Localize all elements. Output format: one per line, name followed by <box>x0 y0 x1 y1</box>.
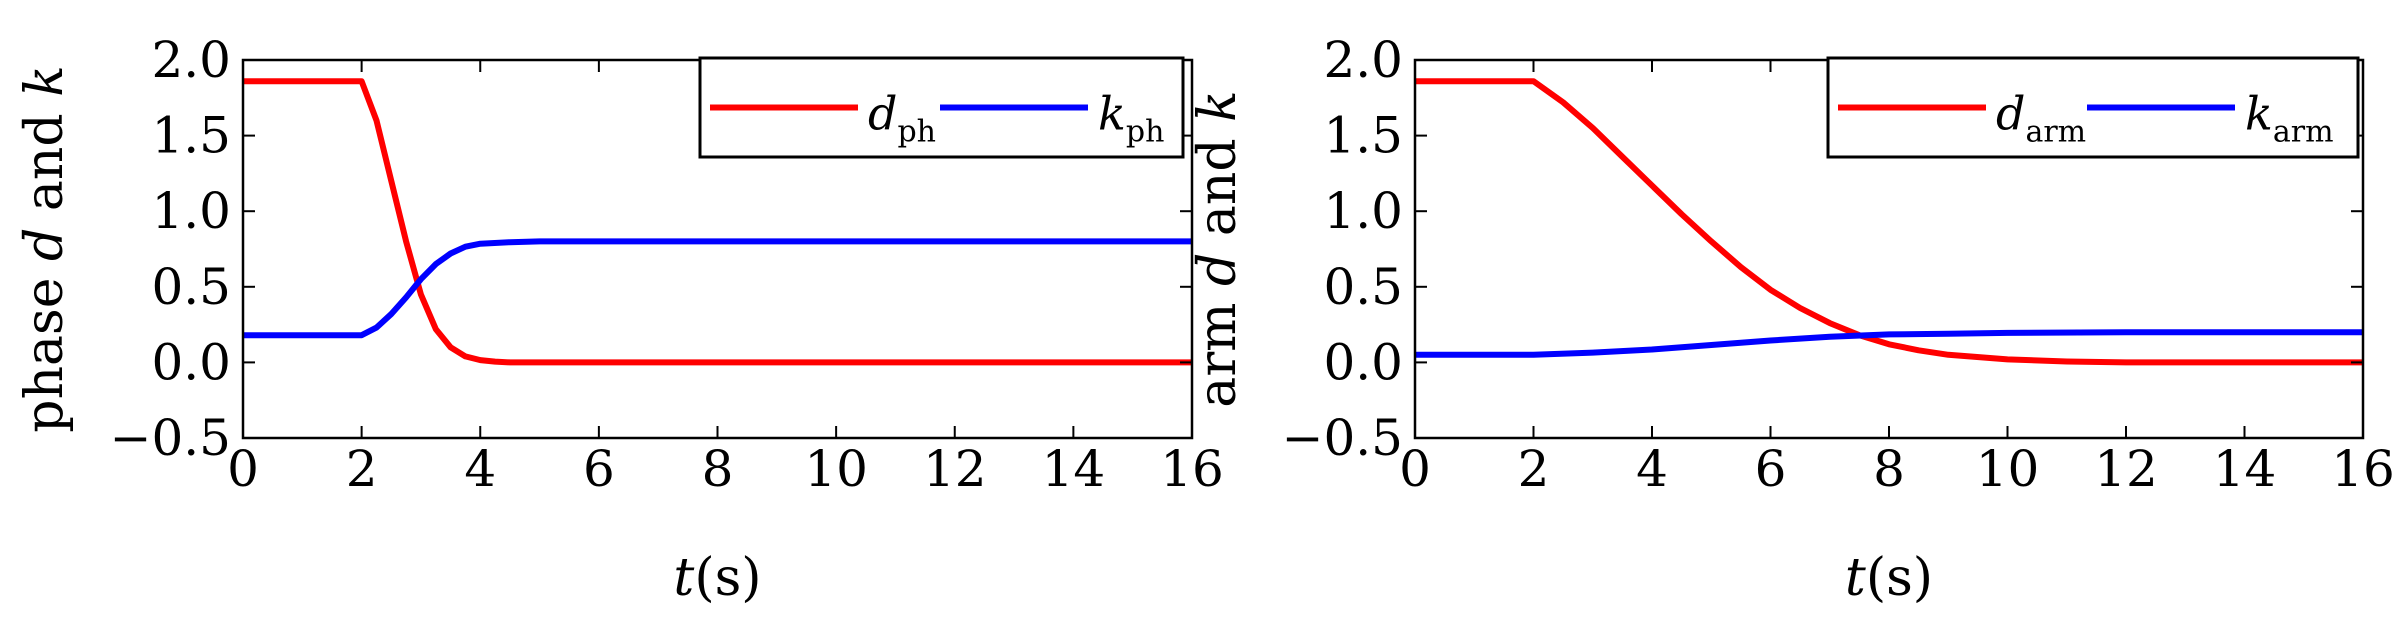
legend: darm karm <box>1826 56 2360 159</box>
x-tick-label: 10 <box>804 440 868 498</box>
x-tick-label: 16 <box>2331 440 2395 498</box>
x-tick-label: 8 <box>1873 440 1905 498</box>
x-tick-label: 16 <box>1160 440 1224 498</box>
y-tick-label: 2.0 <box>1323 31 1403 89</box>
chart-panel-2: 0 2 4 6 8 10 12 14 16 −0.5 0.0 0.5 1.0 1.5 2.0 t(s) arm … <box>1188 31 2395 608</box>
legend-label: darm <box>1996 87 2086 150</box>
x-tick-label: 8 <box>702 440 734 498</box>
x-tick-label: 0 <box>1399 440 1431 498</box>
series-line-k-ph <box>243 238 1192 339</box>
legend-label: dph <box>868 87 936 150</box>
legend: dph kph <box>698 56 1185 159</box>
y-tick-label: 0.0 <box>151 333 231 391</box>
y-tick-label: 1.0 <box>1323 182 1403 240</box>
y-tick-label: 1.0 <box>151 182 231 240</box>
y-tick-label: −0.5 <box>110 409 231 467</box>
x-tick-label: 14 <box>1042 440 1106 498</box>
y-tick-label: −0.5 <box>1282 409 1403 467</box>
x-tick-label: 4 <box>1636 440 1668 498</box>
y-tick-label: 2.0 <box>151 31 231 89</box>
y-tick-label: 1.5 <box>151 107 231 165</box>
chart-panel-1: 0 2 4 6 8 10 12 14 16 −0.5 0.0 0.5 1.0 1.5 2.0 t(s) phas… <box>15 31 1224 608</box>
x-tick-label: 12 <box>923 440 987 498</box>
y-tick-label: 0.5 <box>1323 258 1403 316</box>
x-tick-label: 4 <box>464 440 496 498</box>
y-tick-label: 0.0 <box>1323 333 1403 391</box>
series-line-k-arm <box>1415 329 2363 358</box>
x-tick-label: 2 <box>1518 440 1550 498</box>
series-line-d-ph <box>243 78 1192 366</box>
x-tick-label: 12 <box>2094 440 2158 498</box>
x-tick-label: 6 <box>583 440 615 498</box>
x-tick-label: 6 <box>1755 440 1787 498</box>
legend-label: karm <box>2245 87 2334 150</box>
legend-label: kph <box>1098 87 1164 150</box>
y-tick-label: 1.5 <box>1323 107 1403 165</box>
x-axis-title: t(s) <box>1845 548 1933 608</box>
x-tick-label: 14 <box>2213 440 2277 498</box>
y-axis-title: arm d and k <box>1188 90 1248 407</box>
x-tick-label: 10 <box>1976 440 2040 498</box>
x-axis-title: t(s) <box>673 548 761 608</box>
x-tick-label: 2 <box>346 440 378 498</box>
y-tick-label: 0.5 <box>151 258 231 316</box>
series-line-d-arm <box>1415 78 2363 366</box>
y-axis-title: phase d and k <box>15 65 75 432</box>
x-tick-label: 0 <box>227 440 259 498</box>
